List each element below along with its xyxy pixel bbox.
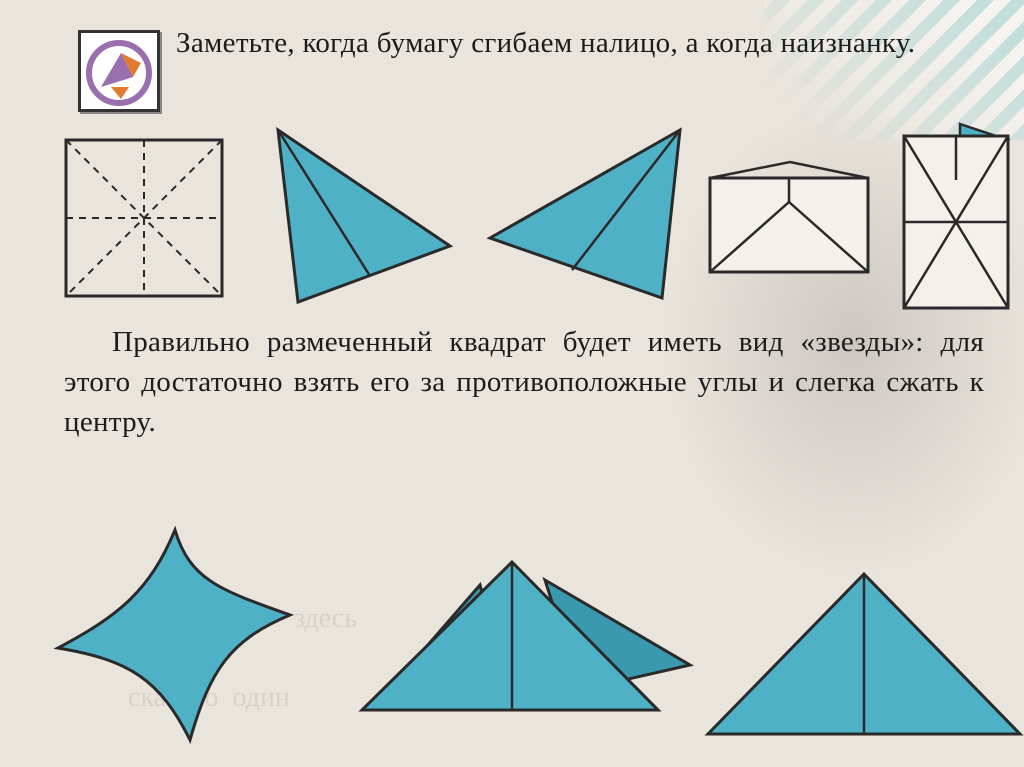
mid-paragraph: Правильно размеченный квадрат будет имет… <box>64 322 984 442</box>
fig-fold-tall <box>890 120 1020 320</box>
fig-square-creases <box>60 134 230 314</box>
ghost-line-3: те другие <box>128 760 247 767</box>
fig-waterbomb-base <box>700 566 1024 756</box>
fig-collapse-mid <box>340 550 700 740</box>
fig-triangle-right <box>480 126 690 316</box>
mid-text: Правильно размеченный квадрат будет имет… <box>64 326 984 438</box>
figure-row-1 <box>60 120 980 310</box>
intro-paragraph: Заметьте, когда бумагу сгибаем на­лицо, … <box>176 24 996 63</box>
origami-bird-icon <box>81 33 157 109</box>
note-icon-box <box>78 30 160 112</box>
fig-star <box>40 520 310 750</box>
figure-row-2 <box>40 520 1000 740</box>
intro-text: Заметьте, когда бумагу сгибаем на­лицо, … <box>176 27 915 59</box>
fig-fold-rect <box>700 156 880 316</box>
slide-page: Заметьте, когда бумагу сгибаем на­лицо, … <box>0 0 1024 767</box>
fig-triangle-left <box>270 126 470 316</box>
slide-corner-decor <box>764 0 1024 140</box>
